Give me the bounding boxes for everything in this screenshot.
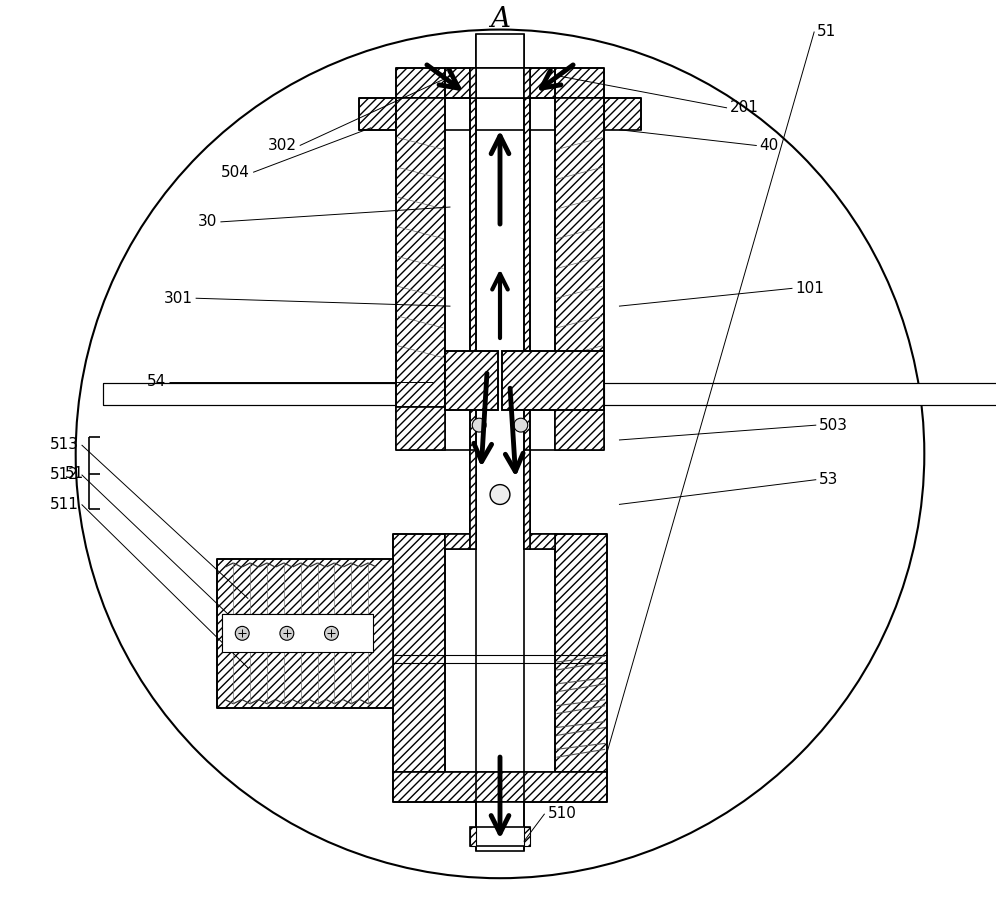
Text: 30: 30 — [198, 214, 217, 230]
Text: 53: 53 — [819, 472, 839, 487]
Text: 40: 40 — [760, 138, 779, 153]
Bar — [445, 68, 470, 98]
Bar — [445, 350, 498, 410]
Bar — [470, 450, 476, 549]
Text: 513: 513 — [50, 438, 79, 452]
Bar — [524, 826, 530, 846]
Bar — [103, 384, 396, 405]
Circle shape — [280, 626, 294, 641]
Bar — [524, 450, 530, 549]
Text: 51: 51 — [817, 24, 836, 39]
Bar — [396, 98, 445, 407]
Bar — [217, 559, 393, 707]
Text: 51: 51 — [65, 466, 85, 481]
Text: 503: 503 — [819, 418, 848, 432]
Bar — [476, 802, 524, 851]
Bar — [470, 826, 530, 846]
Bar — [555, 407, 604, 450]
Bar — [476, 98, 524, 549]
Bar — [524, 68, 530, 98]
Text: 504: 504 — [221, 165, 250, 180]
Bar — [555, 534, 607, 772]
Bar — [470, 68, 476, 98]
Bar — [359, 98, 396, 130]
Text: 302: 302 — [268, 138, 297, 153]
Text: 512: 512 — [50, 468, 79, 482]
Circle shape — [490, 485, 510, 505]
Bar — [530, 534, 555, 549]
Bar — [530, 68, 555, 98]
Bar — [476, 33, 524, 68]
Bar — [604, 98, 641, 130]
Bar — [524, 98, 530, 549]
Bar — [555, 98, 604, 407]
Bar — [445, 350, 498, 410]
Text: 54: 54 — [147, 374, 166, 389]
Bar — [396, 68, 445, 98]
Bar — [396, 407, 445, 450]
Text: 511: 511 — [50, 497, 79, 512]
Bar — [476, 68, 524, 98]
Text: 510: 510 — [548, 806, 576, 821]
Bar — [222, 614, 373, 652]
Bar — [604, 384, 1000, 405]
Bar — [476, 534, 524, 772]
Bar — [470, 98, 476, 549]
Circle shape — [235, 626, 249, 641]
Text: 201: 201 — [730, 100, 759, 115]
Bar — [502, 350, 604, 410]
Bar — [470, 826, 476, 846]
Text: 301: 301 — [164, 291, 193, 305]
Circle shape — [472, 418, 486, 432]
Bar — [445, 534, 470, 549]
Bar — [555, 68, 604, 98]
Bar — [393, 772, 607, 802]
Text: 101: 101 — [795, 281, 824, 296]
Bar — [393, 534, 445, 772]
Circle shape — [325, 626, 338, 641]
Circle shape — [514, 418, 528, 432]
Bar — [502, 350, 604, 410]
Text: A: A — [490, 5, 510, 32]
